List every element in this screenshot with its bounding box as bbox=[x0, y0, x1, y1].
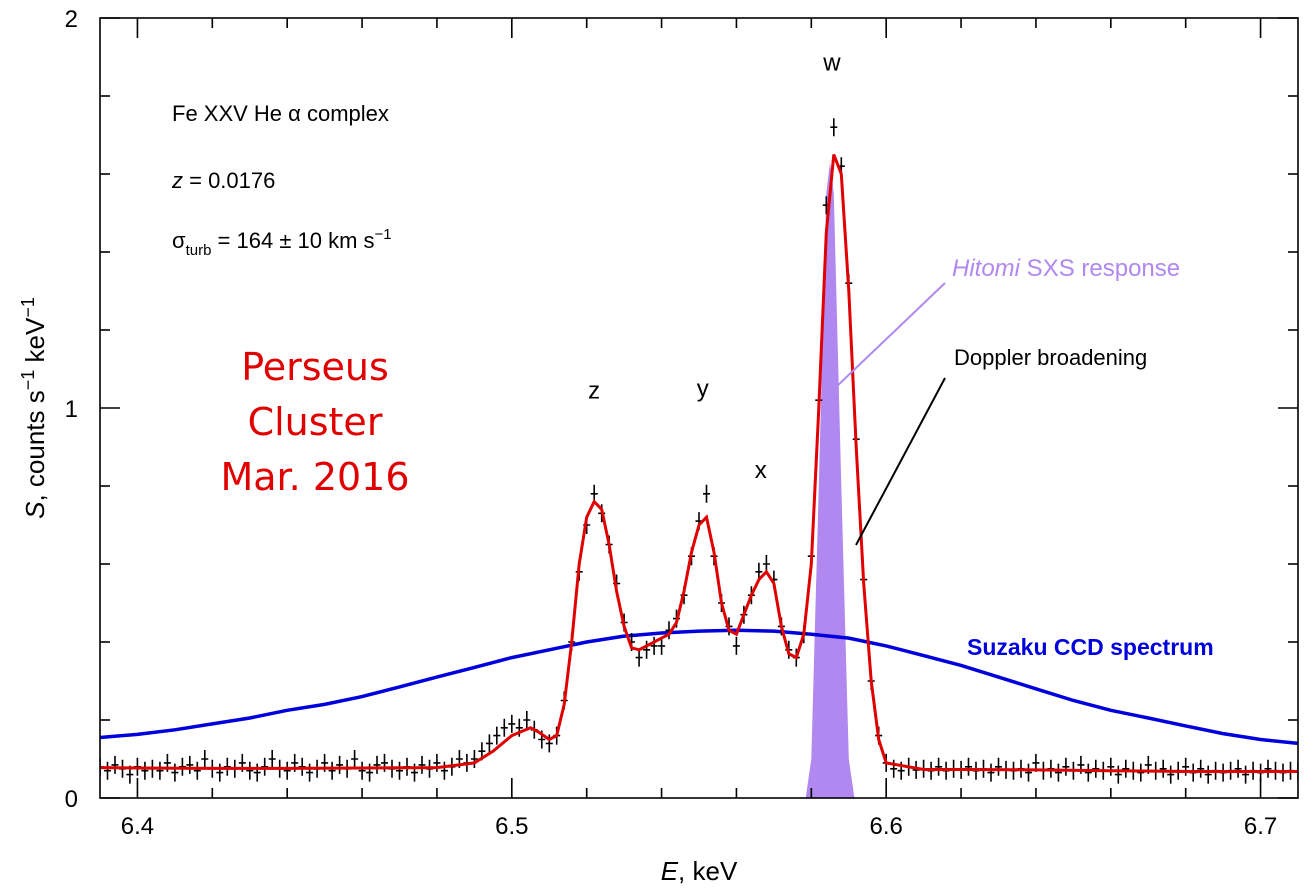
data-point bbox=[298, 757, 306, 776]
data-points bbox=[100, 118, 1298, 784]
data-point bbox=[1204, 765, 1212, 784]
data-point bbox=[987, 763, 995, 782]
data-point bbox=[1114, 765, 1122, 784]
data-point bbox=[470, 750, 478, 768]
y-axis-title: S, counts s−1 keV−1 bbox=[18, 297, 50, 519]
data-point bbox=[328, 761, 336, 780]
emission-line-label-z: z bbox=[588, 377, 600, 404]
data-point bbox=[1167, 765, 1175, 784]
data-point bbox=[156, 761, 164, 780]
data-point bbox=[1084, 763, 1092, 782]
hitomi-sxs-leader-line bbox=[834, 282, 946, 389]
data-point bbox=[104, 761, 111, 780]
y-tick-label: 0 bbox=[65, 786, 78, 813]
data-point bbox=[732, 636, 740, 655]
data-point bbox=[523, 711, 531, 729]
x-tick-label: 6.4 bbox=[121, 813, 154, 840]
data-point bbox=[418, 755, 426, 774]
data-point bbox=[965, 757, 972, 776]
data-point bbox=[193, 761, 201, 780]
x-axis-title: E, keV bbox=[661, 856, 738, 886]
data-point bbox=[223, 757, 231, 776]
data-point bbox=[396, 761, 403, 780]
data-point bbox=[830, 118, 838, 137]
data-point bbox=[1025, 763, 1032, 782]
annotation-redshift: z = 0.0176 bbox=[171, 168, 275, 193]
data-point bbox=[703, 484, 710, 503]
data-point bbox=[1122, 759, 1130, 778]
data-point bbox=[440, 761, 448, 780]
data-point bbox=[253, 763, 261, 782]
data-point bbox=[1234, 759, 1242, 778]
data-point bbox=[508, 714, 516, 733]
emission-line-label-x: x bbox=[755, 457, 767, 484]
x-tick-label: 6.5 bbox=[495, 813, 528, 840]
data-point bbox=[306, 763, 314, 782]
data-point bbox=[433, 753, 441, 772]
data-point bbox=[246, 761, 254, 780]
data-point bbox=[650, 636, 658, 655]
doppler-broadening-label: Doppler broadening bbox=[954, 345, 1147, 370]
data-point bbox=[935, 757, 943, 776]
data-point bbox=[635, 648, 643, 667]
data-point bbox=[171, 763, 179, 782]
data-point bbox=[111, 755, 119, 774]
emission-line-label-y: y bbox=[697, 375, 709, 402]
series-layer bbox=[100, 118, 1298, 798]
data-point bbox=[1062, 757, 1070, 776]
data-point bbox=[545, 734, 553, 753]
data-point bbox=[261, 757, 269, 776]
data-point bbox=[358, 761, 366, 780]
data-point bbox=[351, 750, 359, 768]
y-tick-label: 1 bbox=[65, 396, 78, 423]
axis-ticks bbox=[100, 17, 1298, 799]
data-point bbox=[336, 755, 344, 774]
cluster-label-line-3: Mar. 2016 bbox=[220, 455, 409, 499]
suzaku-ccd-label: Suzaku CCD spectrum bbox=[967, 634, 1214, 660]
line-labels: z y x w bbox=[588, 50, 841, 485]
doppler-leader-line bbox=[855, 377, 946, 546]
suzaku-ccd-spectrum-line bbox=[100, 628, 1298, 746]
data-point bbox=[643, 640, 651, 659]
data-point bbox=[1182, 757, 1190, 776]
model-fit-line bbox=[100, 153, 1298, 773]
annotation-fe-xxv-title: Fe XXV He α complex bbox=[172, 101, 389, 126]
data-point bbox=[141, 761, 149, 780]
hitomi-sxs-label: Hitomi SXS response bbox=[952, 255, 1180, 282]
data-point bbox=[1159, 759, 1167, 778]
data-point bbox=[1197, 759, 1205, 778]
data-point bbox=[366, 763, 374, 782]
data-point bbox=[283, 761, 291, 780]
axis-tick-labels: 6.4 6.5 6.6 6.7 0 1 2 bbox=[65, 6, 1278, 840]
data-point bbox=[500, 718, 508, 737]
data-point bbox=[1242, 765, 1250, 784]
data-point bbox=[493, 726, 501, 745]
data-point bbox=[201, 750, 209, 768]
data-point bbox=[485, 734, 493, 753]
cluster-label-line-1: Perseus bbox=[241, 345, 389, 389]
y-tick-label: 2 bbox=[65, 6, 78, 33]
x-tick-label: 6.6 bbox=[870, 813, 903, 840]
data-point bbox=[1107, 757, 1115, 776]
data-point bbox=[268, 750, 276, 768]
data-point bbox=[186, 755, 194, 774]
cluster-label-line-2: Cluster bbox=[248, 400, 383, 444]
data-point bbox=[995, 757, 1002, 776]
data-point bbox=[1054, 763, 1062, 782]
data-point bbox=[1264, 759, 1272, 778]
data-point bbox=[1092, 759, 1100, 778]
x-tick-label: 6.7 bbox=[1244, 813, 1277, 840]
data-point bbox=[373, 755, 381, 774]
data-point bbox=[216, 763, 224, 782]
annotation-sigma-turb: σturb = 164 ± 10 km s−1 bbox=[172, 226, 392, 259]
data-point bbox=[1137, 763, 1145, 782]
data-point bbox=[658, 636, 666, 655]
emission-line-label-w: w bbox=[822, 50, 841, 77]
